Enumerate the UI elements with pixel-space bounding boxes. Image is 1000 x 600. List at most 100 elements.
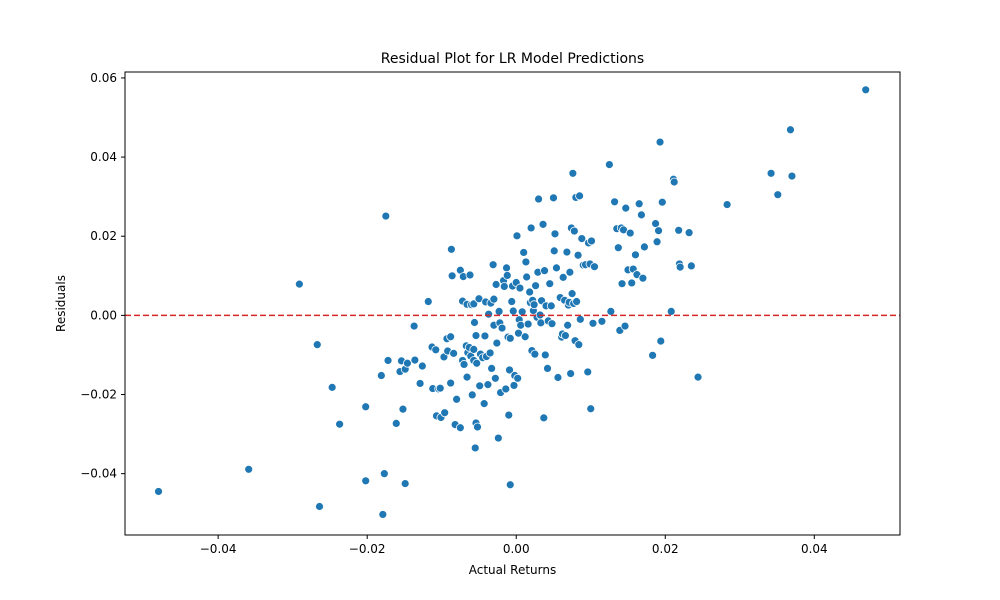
data-point: [469, 344, 479, 354]
data-point: [465, 270, 475, 280]
data-point: [567, 289, 577, 299]
data-point: [507, 297, 517, 306]
data-point: [573, 250, 583, 260]
data-point: [505, 333, 515, 343]
data-point: [423, 297, 433, 306]
data-point: [501, 384, 511, 394]
data-point: [583, 367, 593, 377]
data-point: [638, 273, 648, 283]
data-point: [575, 314, 585, 324]
data-point: [514, 328, 523, 338]
data-point: [549, 193, 558, 203]
data-point: [452, 394, 462, 404]
y-tick-label: −0.02: [80, 388, 117, 402]
data-point: [440, 408, 450, 418]
data-point: [484, 309, 494, 319]
data-point: [631, 250, 640, 260]
data-point: [487, 363, 497, 373]
data-point: [244, 464, 254, 474]
data-point: [773, 190, 783, 200]
data-point: [467, 390, 477, 400]
data-point: [654, 226, 663, 236]
data-point: [154, 487, 163, 496]
data-point: [586, 404, 596, 414]
data-point: [674, 225, 684, 235]
x-tick-label: −0.04: [200, 542, 237, 556]
data-point: [383, 356, 393, 365]
data-point: [462, 372, 472, 382]
data-point: [502, 270, 512, 280]
data-point: [435, 383, 445, 393]
data-point: [492, 338, 502, 348]
data-point: [523, 319, 533, 329]
data-point: [513, 373, 523, 383]
data-point: [861, 85, 871, 95]
data-point: [562, 247, 572, 257]
data-point: [516, 320, 526, 330]
data-point: [526, 223, 536, 233]
data-point: [634, 199, 644, 209]
data-point: [327, 382, 337, 392]
y-tick-label: 0.06: [90, 71, 117, 85]
data-point: [312, 340, 322, 350]
data-point: [529, 300, 539, 310]
data-point: [652, 237, 662, 247]
data-point: [786, 125, 795, 135]
data-point: [381, 211, 391, 221]
data-point: [522, 272, 532, 282]
data-point: [617, 279, 627, 289]
data-point: [446, 378, 456, 388]
data-point: [587, 236, 596, 246]
data-point: [483, 380, 493, 390]
data-point: [572, 297, 581, 306]
data-point: [722, 200, 732, 209]
data-point: [512, 231, 522, 241]
data-point: [480, 331, 490, 341]
data-point: [666, 307, 676, 316]
data-point: [519, 248, 529, 257]
data-point: [553, 373, 563, 382]
y-tick-label: 0.00: [90, 308, 117, 322]
data-point: [621, 203, 631, 213]
data-point: [787, 171, 797, 181]
data-point: [400, 479, 410, 488]
data-point: [693, 372, 703, 382]
data-point: [520, 332, 530, 342]
x-axis-label: Actual Returns: [469, 563, 556, 577]
data-point: [637, 210, 646, 220]
data-point: [640, 242, 649, 252]
data-point: [525, 287, 535, 297]
data-point: [504, 410, 514, 420]
data-point: [505, 480, 515, 490]
data-point: [613, 243, 623, 253]
data-point: [536, 318, 546, 328]
data-point: [494, 307, 504, 316]
data-point: [590, 262, 599, 272]
data-point: [470, 318, 479, 327]
data-point: [398, 404, 408, 414]
data-point: [543, 363, 552, 373]
plot-frame: [124, 71, 901, 536]
x-tick-label: 0.04: [801, 542, 828, 556]
data-point: [490, 373, 500, 383]
data-point: [597, 316, 607, 326]
data-point: [403, 358, 412, 368]
data-point: [491, 280, 501, 289]
data-point: [539, 413, 549, 423]
data-point: [550, 229, 560, 239]
data-point: [563, 320, 573, 330]
data-point: [361, 476, 371, 486]
data-point: [473, 422, 482, 432]
data-point: [530, 349, 540, 359]
points-layer: [154, 85, 871, 519]
data-point: [655, 137, 665, 147]
data-point: [409, 321, 419, 331]
data-point: [521, 257, 531, 267]
data-point: [446, 332, 456, 342]
data-point: [684, 228, 694, 238]
data-point: [431, 345, 441, 355]
data-point: [534, 194, 543, 204]
